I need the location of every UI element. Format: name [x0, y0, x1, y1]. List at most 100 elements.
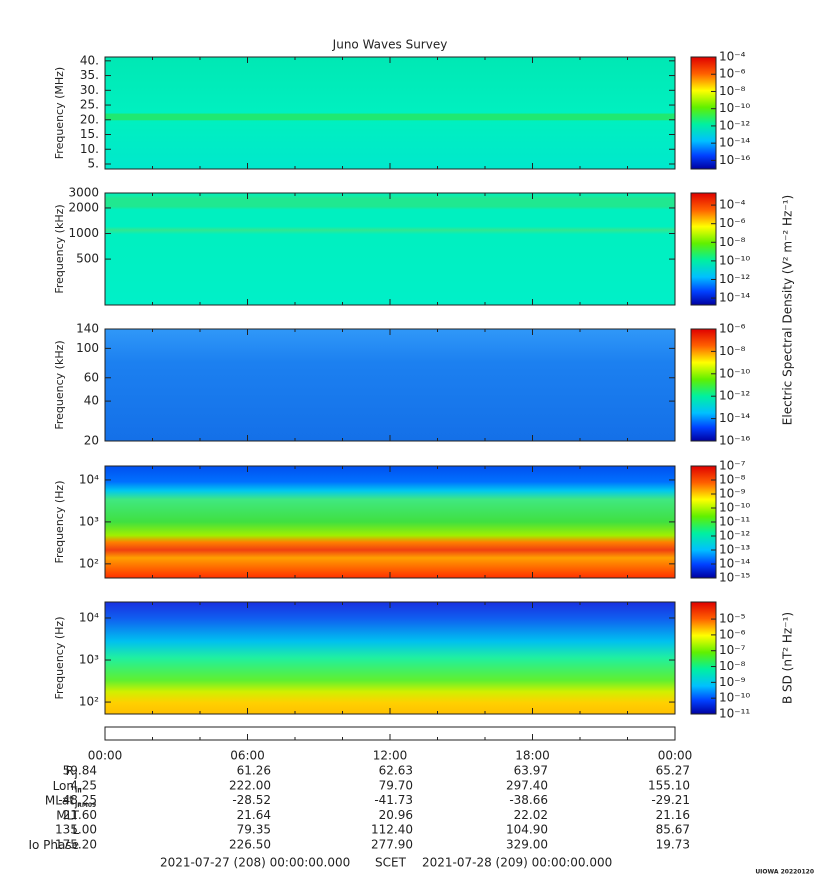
ephemeris-value: -38.66 [509, 793, 548, 807]
colorbar-tick-label: 10⁻⁸ [719, 473, 746, 487]
colorbar-tick-label: 10⁻⁸ [719, 84, 746, 98]
y-axis-label: Frequency (kHz) [53, 204, 66, 293]
colorbar-label: B SD (nT² Hz⁻¹) [781, 612, 795, 704]
y-tick-label: 20 [84, 434, 99, 448]
colorbar-tick-label: 10⁻¹⁴ [719, 411, 750, 425]
ephemeris-label: L [72, 823, 79, 837]
ephemeris-label-text: R [66, 764, 74, 778]
footer-start: 2021-07-27 (208) 00:00:00.000 [160, 856, 350, 870]
ephemeris-value: 297.40 [506, 778, 548, 792]
ephemeris-value: -28.52 [232, 793, 271, 807]
time-tick-label: 00:00 [658, 749, 693, 763]
colorbar-tick-label: 10⁻⁷ [719, 643, 746, 657]
ephemeris-value: -29.21 [651, 793, 690, 807]
colorbar-tick-label: 10⁻¹⁰ [719, 691, 750, 705]
y-tick-label: 10⁴ [79, 472, 99, 486]
footer-stamp: UIOWA 20220120 [755, 869, 814, 876]
y-axis-label: Frequency (Hz) [53, 481, 66, 564]
y-tick-label: 2000 [68, 200, 99, 214]
ephemeris-value: 21.60 [63, 808, 97, 822]
ephemeris-value: 104.90 [506, 823, 548, 837]
ephemeris-value: 79.70 [379, 778, 413, 792]
ephemeris-value: 22.02 [514, 808, 548, 822]
y-tick-label: 60 [84, 370, 99, 384]
ephemeris-label-text: L [72, 823, 79, 837]
colorbar-tick-label: 10⁻¹⁶ [719, 434, 750, 448]
ephemeris-value: 277.90 [371, 838, 413, 852]
ephemeris-value: 79.35 [237, 823, 271, 837]
y-tick-label: 10² [79, 695, 99, 709]
y-tick-label: 10⁴ [79, 610, 99, 624]
ephemeris-value: 62.63 [379, 764, 413, 778]
colorbar-label: Electric Spectral Density (V² m⁻² Hz⁻¹) [781, 195, 795, 425]
ephemeris-value: 65.27 [656, 764, 690, 778]
ephemeris-value: 61.26 [237, 764, 271, 778]
spectrogram-image [105, 602, 675, 714]
colorbar-tick-label: 10⁻¹⁰ [719, 101, 750, 115]
y-tick-label: 5. [88, 156, 99, 170]
colorbar-tick-label: 10⁻¹⁴ [719, 291, 750, 305]
colorbar-tick-label: 10⁻⁵ [719, 612, 746, 626]
y-tick-label: 500 [76, 252, 99, 266]
time-tick-label: 18:00 [515, 749, 550, 763]
colorbar-tick-label: 10⁻¹⁰ [719, 501, 750, 515]
colorbar-tick-label: 10⁻¹⁵ [719, 571, 750, 585]
colorbar-tick-label: 10⁻⁶ [719, 322, 746, 336]
y-tick-label: 100 [76, 341, 99, 355]
ephemeris-value: 222.00 [229, 778, 271, 792]
colorbar [690, 192, 717, 306]
ephemeris-value: 19.73 [656, 838, 690, 852]
ephemeris-label-sub: J [74, 773, 77, 780]
colorbar-tick-label: 10⁻¹⁰ [719, 366, 750, 380]
y-tick-label: 25. [80, 98, 99, 112]
ephemeris-value: 135.00 [55, 823, 97, 837]
colorbar-tick-label: 10⁻⁷ [719, 459, 746, 473]
colorbar-tick-label: 10⁻⁶ [719, 67, 746, 81]
time-tick-label: 00:00 [88, 749, 123, 763]
spectrogram-image [105, 193, 675, 305]
colorbar-tick-label: 10⁻⁸ [719, 235, 746, 249]
spectrogram-image [105, 329, 675, 441]
colorbar-tick-label: 10⁻¹³ [719, 543, 750, 557]
colorbar-tick-label: 10⁻¹² [719, 272, 750, 286]
ephemeris-value: 85.67 [656, 823, 690, 837]
time-tick-label: 06:00 [230, 749, 265, 763]
spectrogram-image [105, 57, 675, 169]
ephemeris-label-text: MLT [56, 808, 79, 822]
y-axis-label: Frequency (Hz) [53, 617, 66, 700]
ephemeris-value: 20.96 [379, 808, 413, 822]
colorbar [690, 601, 717, 715]
y-axis-label: Frequency (MHz) [53, 67, 66, 159]
colorbar-tick-label: 10⁻⁶ [719, 627, 746, 641]
colorbar [690, 328, 717, 442]
y-tick-label: 40. [80, 53, 99, 67]
ephemeris-label-text: Lon [53, 778, 74, 792]
time-tick-label: 12:00 [373, 749, 408, 763]
colorbar [690, 56, 717, 170]
y-tick-label: 1000 [68, 226, 99, 240]
colorbar-tick-label: 10⁻⁸ [719, 659, 746, 673]
colorbar-tick-label: 10⁻¹² [719, 529, 750, 543]
y-tick-label: 15. [80, 127, 99, 141]
y-tick-label: 140 [76, 322, 99, 336]
ephemeris-value: 59.84 [63, 764, 97, 778]
y-tick-label: 40 [84, 394, 99, 408]
ephemeris-label: Io Phase [28, 838, 79, 852]
ephemeris-label: MLat [45, 793, 74, 807]
colorbar-tick-label: 10⁻¹⁴ [719, 557, 750, 571]
ephemeris-value: 63.97 [514, 764, 548, 778]
y-tick-label: 10. [80, 142, 99, 156]
ephemeris-value: -48.25 [58, 793, 97, 807]
ephemeris-label-text: MLat [45, 793, 74, 807]
spectrogram-image [105, 466, 675, 578]
footer-end: 2021-07-28 (209) 00:00:00.000 [422, 856, 612, 870]
ephemeris-value: 226.50 [229, 838, 271, 852]
ephemeris-value: 21.64 [237, 808, 271, 822]
ephemeris-label-sub: JRM09 [74, 802, 96, 809]
ephemeris-value: 21.16 [656, 808, 690, 822]
colorbar-tick-label: 10⁻⁶ [719, 216, 746, 230]
y-axis-label: Frequency (kHz) [53, 340, 66, 429]
colorbar-tick-label: 10⁻¹⁴ [719, 136, 750, 150]
